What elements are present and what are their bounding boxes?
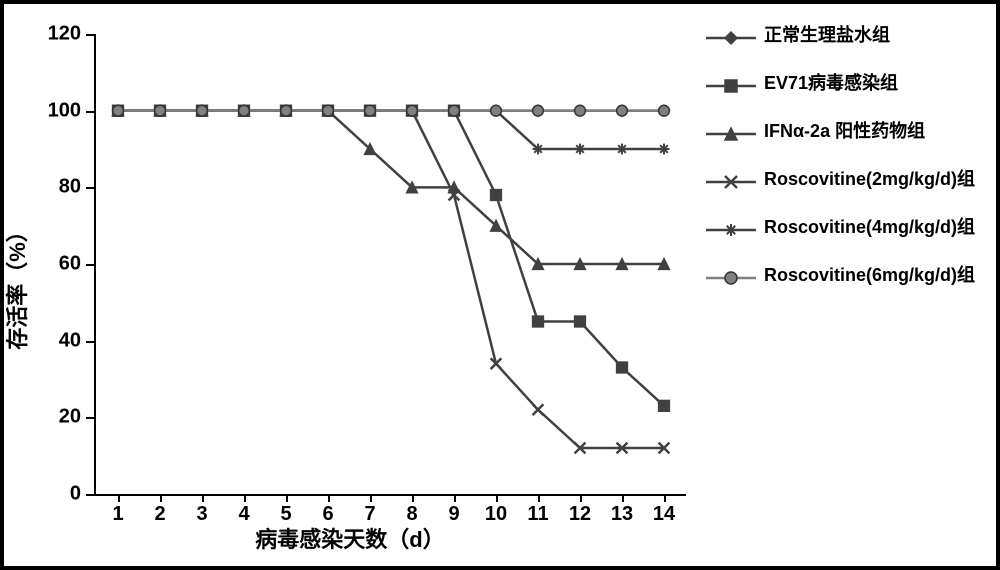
- x-tick: [160, 494, 162, 502]
- legend-label: EV71病毒感染组: [764, 72, 898, 95]
- x-tick: [664, 494, 666, 502]
- x-tick: [328, 494, 330, 502]
- chart-area: 存活率（%） 病毒感染天数（d） 02040608010012012345678…: [4, 4, 696, 566]
- legend-item: 正常生理盐水组: [706, 24, 986, 48]
- x-tick-label: 4: [238, 503, 249, 526]
- x-axis-label: 病毒感染天数（d）: [255, 522, 444, 554]
- x-tick: [370, 494, 372, 502]
- legend: 正常生理盐水组 EV71病毒感染组 IFNα-2a 阳性药物组 Roscovitine…: [696, 4, 996, 566]
- legend-item: Roscovitine(4mg/kg/d)组: [706, 216, 986, 240]
- x-tick: [286, 494, 288, 502]
- x-tick: [118, 494, 120, 502]
- y-tick-label: 100: [36, 99, 81, 122]
- legend-swatch: [706, 124, 756, 144]
- x-tick-label: 9: [448, 503, 459, 526]
- legend-swatch: [706, 172, 756, 192]
- y-tick: [86, 417, 94, 419]
- legend-swatch: [706, 220, 756, 240]
- y-tick-label: 0: [36, 483, 81, 506]
- legend-label: Roscovitine(2mg/kg/d)组: [764, 168, 975, 191]
- x-tick-label: 12: [569, 503, 591, 526]
- y-tick-label: 120: [36, 23, 81, 46]
- x-tick-label: 2: [154, 503, 165, 526]
- legend-swatch: [706, 268, 756, 288]
- x-tick-label: 10: [485, 503, 507, 526]
- y-axis-label: 存活率（%）: [0, 220, 32, 350]
- x-tick: [580, 494, 582, 502]
- x-tick-label: 13: [611, 503, 633, 526]
- legend-item: IFNα-2a 阳性药物组: [706, 120, 986, 144]
- legend-label: Roscovitine(4mg/kg/d)组: [764, 216, 975, 239]
- legend-item: Roscovitine(2mg/kg/d)组: [706, 168, 986, 192]
- x-tick-label: 3: [196, 503, 207, 526]
- x-tick-label: 6: [322, 503, 333, 526]
- x-tick-label: 11: [527, 503, 548, 526]
- x-tick: [622, 494, 624, 502]
- y-tick: [86, 34, 94, 36]
- x-tick: [496, 494, 498, 502]
- x-tick-label: 14: [653, 503, 675, 526]
- y-tick-label: 80: [36, 176, 81, 199]
- x-tick: [244, 494, 246, 502]
- y-tick: [86, 111, 94, 113]
- legend-swatch: [706, 76, 756, 96]
- y-tick: [86, 187, 94, 189]
- legend-label: 正常生理盐水组: [764, 24, 890, 47]
- y-tick-label: 20: [36, 406, 81, 429]
- legend-item: EV71病毒感染组: [706, 72, 986, 96]
- y-tick-label: 60: [36, 253, 81, 276]
- legend-item: Roscovitine(6mg/kg/d)组: [706, 264, 986, 288]
- x-tick: [538, 494, 540, 502]
- x-tick: [202, 494, 204, 502]
- chart-svg: [96, 34, 686, 494]
- legend-label: IFNα-2a 阳性药物组: [764, 120, 925, 143]
- y-tick-label: 40: [36, 329, 81, 352]
- x-tick-label: 7: [364, 503, 375, 526]
- x-tick: [412, 494, 414, 502]
- x-tick: [454, 494, 456, 502]
- chart-container: 存活率（%） 病毒感染天数（d） 02040608010012012345678…: [0, 0, 1000, 570]
- y-tick: [86, 264, 94, 266]
- y-tick: [86, 341, 94, 343]
- legend-swatch: [706, 28, 756, 48]
- x-tick-label: 1: [112, 503, 123, 526]
- x-tick-label: 5: [280, 503, 291, 526]
- x-tick-label: 8: [406, 503, 417, 526]
- y-tick: [86, 494, 94, 496]
- legend-label: Roscovitine(6mg/kg/d)组: [764, 264, 975, 287]
- plot-region: 0204060801001201234567891011121314: [94, 34, 686, 496]
